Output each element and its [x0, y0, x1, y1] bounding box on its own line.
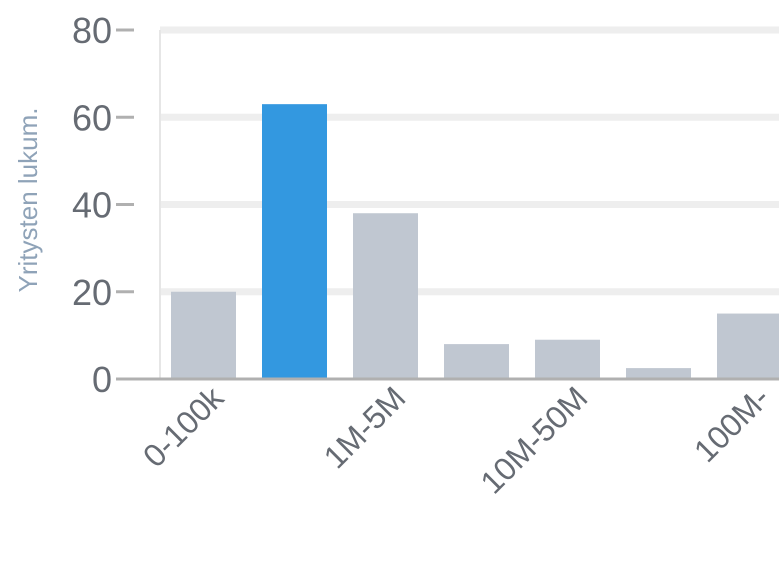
bar-5M-10M[interactable]	[444, 344, 509, 379]
bar-0-100k[interactable]	[171, 291, 236, 379]
x-tick-label: 1M-5M	[317, 379, 413, 475]
bars	[171, 104, 779, 379]
bar-50M-100M[interactable]	[626, 368, 691, 379]
x-tick-label: 100M-	[687, 379, 777, 469]
y-tick-label: 0	[92, 359, 112, 400]
y-tick-label: 40	[72, 185, 112, 226]
bar-1M-5M[interactable]	[353, 213, 418, 379]
x-tick-label: 0-100k	[136, 379, 231, 474]
x-tick-label: 10M-50M	[473, 379, 594, 500]
y-axis-title: Yritysten lukum.	[13, 108, 43, 293]
labels: 0 20 40 60 80 0-100k 1M-5M 10M-50M 100M-	[72, 10, 776, 501]
bar-100k-1M[interactable]	[262, 104, 327, 379]
y-tick-label: 60	[72, 97, 112, 138]
y-tick-label: 20	[72, 272, 112, 313]
bar-100M-[interactable]	[717, 313, 779, 379]
axes	[116, 28, 779, 381]
gridlines	[160, 26, 779, 296]
bar-10M-50M[interactable]	[535, 339, 600, 379]
y-tick-label: 80	[72, 10, 112, 51]
